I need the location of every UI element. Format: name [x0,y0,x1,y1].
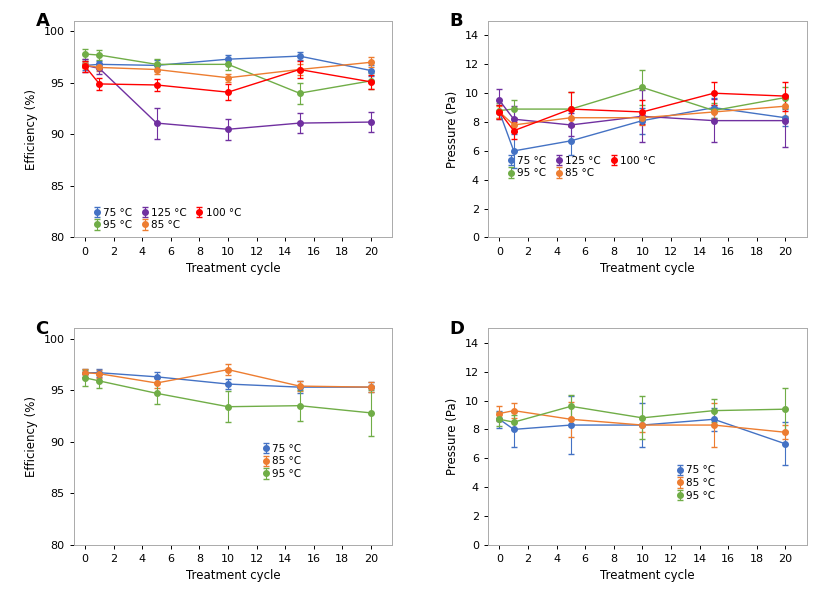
Y-axis label: Efficiency (%): Efficiency (%) [25,396,38,477]
Y-axis label: Pressure (Pa): Pressure (Pa) [446,398,459,475]
Legend: 75 °C, 85 °C, 95 °C: 75 °C, 85 °C, 95 °C [678,465,716,501]
Text: A: A [35,13,49,31]
Text: B: B [450,13,464,31]
Legend: 75 °C, 95 °C, 125 °C, 85 °C, 100 °C: 75 °C, 95 °C, 125 °C, 85 °C, 100 °C [509,155,655,178]
Y-axis label: Efficiency (%): Efficiency (%) [25,88,38,170]
X-axis label: Treatment cycle: Treatment cycle [600,262,695,275]
Legend: 75 °C, 85 °C, 95 °C: 75 °C, 85 °C, 95 °C [264,444,301,479]
X-axis label: Treatment cycle: Treatment cycle [600,569,695,582]
Text: C: C [35,320,48,338]
X-axis label: Treatment cycle: Treatment cycle [186,569,280,582]
Legend: 75 °C, 95 °C, 125 °C, 85 °C, 100 °C: 75 °C, 95 °C, 125 °C, 85 °C, 100 °C [95,208,241,230]
X-axis label: Treatment cycle: Treatment cycle [186,262,280,275]
Y-axis label: Pressure (Pa): Pressure (Pa) [446,91,459,168]
Text: D: D [450,320,464,338]
